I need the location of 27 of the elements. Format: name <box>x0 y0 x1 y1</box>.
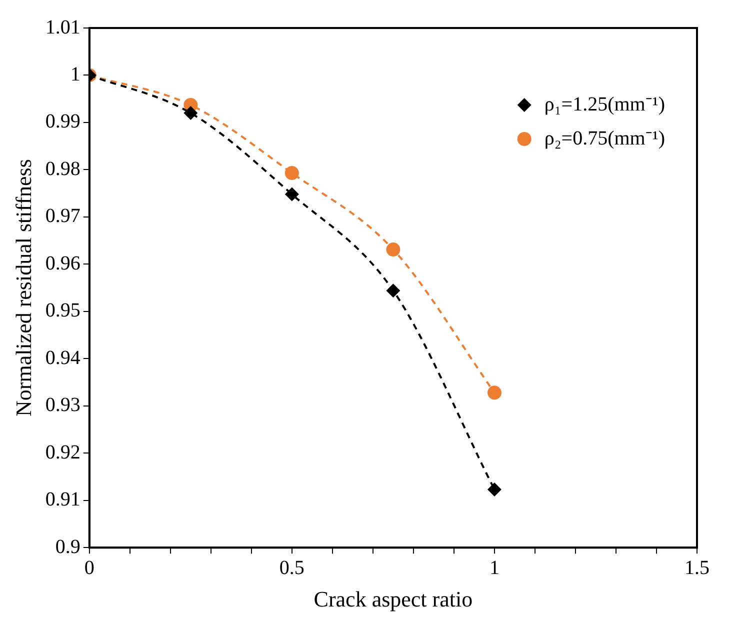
point <box>284 187 299 202</box>
y-tick-label: 0.98 <box>45 158 80 180</box>
legend-label: ρ₁=1.25(mm⁻¹) <box>544 93 666 116</box>
legend-label: ρ₂=0.75(mm⁻¹) <box>544 127 666 150</box>
y-tick-label: 0.91 <box>45 488 80 511</box>
y-tick-label: 0.97 <box>45 205 80 228</box>
y-tick-label: 0.99 <box>45 110 80 133</box>
y-tick-label: 0.92 <box>45 441 80 464</box>
x-tick-label: 1 <box>489 556 500 579</box>
x-tick-label: 0 <box>84 556 94 579</box>
point <box>487 482 502 496</box>
x-tick-label: 0.5 <box>279 556 304 579</box>
point <box>284 166 299 180</box>
y-tick-label: 1.01 <box>45 16 80 38</box>
y-tick-label: 0.95 <box>45 300 80 322</box>
point <box>386 284 400 298</box>
point <box>184 106 198 120</box>
y-tick-label: 0.94 <box>45 346 80 369</box>
y-tick-label: 0.9 <box>55 536 80 558</box>
point <box>487 386 502 400</box>
x-axis-title: Crack aspect ratio <box>314 586 473 612</box>
point <box>386 242 400 257</box>
x-tick-label: 1.5 <box>684 556 710 579</box>
y-tick-label: 1 <box>70 63 80 86</box>
y-tick-label: 0.93 <box>45 394 80 416</box>
y-axis-title: Normalized residual stiffness <box>10 159 36 417</box>
y-tick-label: 0.96 <box>45 252 80 274</box>
